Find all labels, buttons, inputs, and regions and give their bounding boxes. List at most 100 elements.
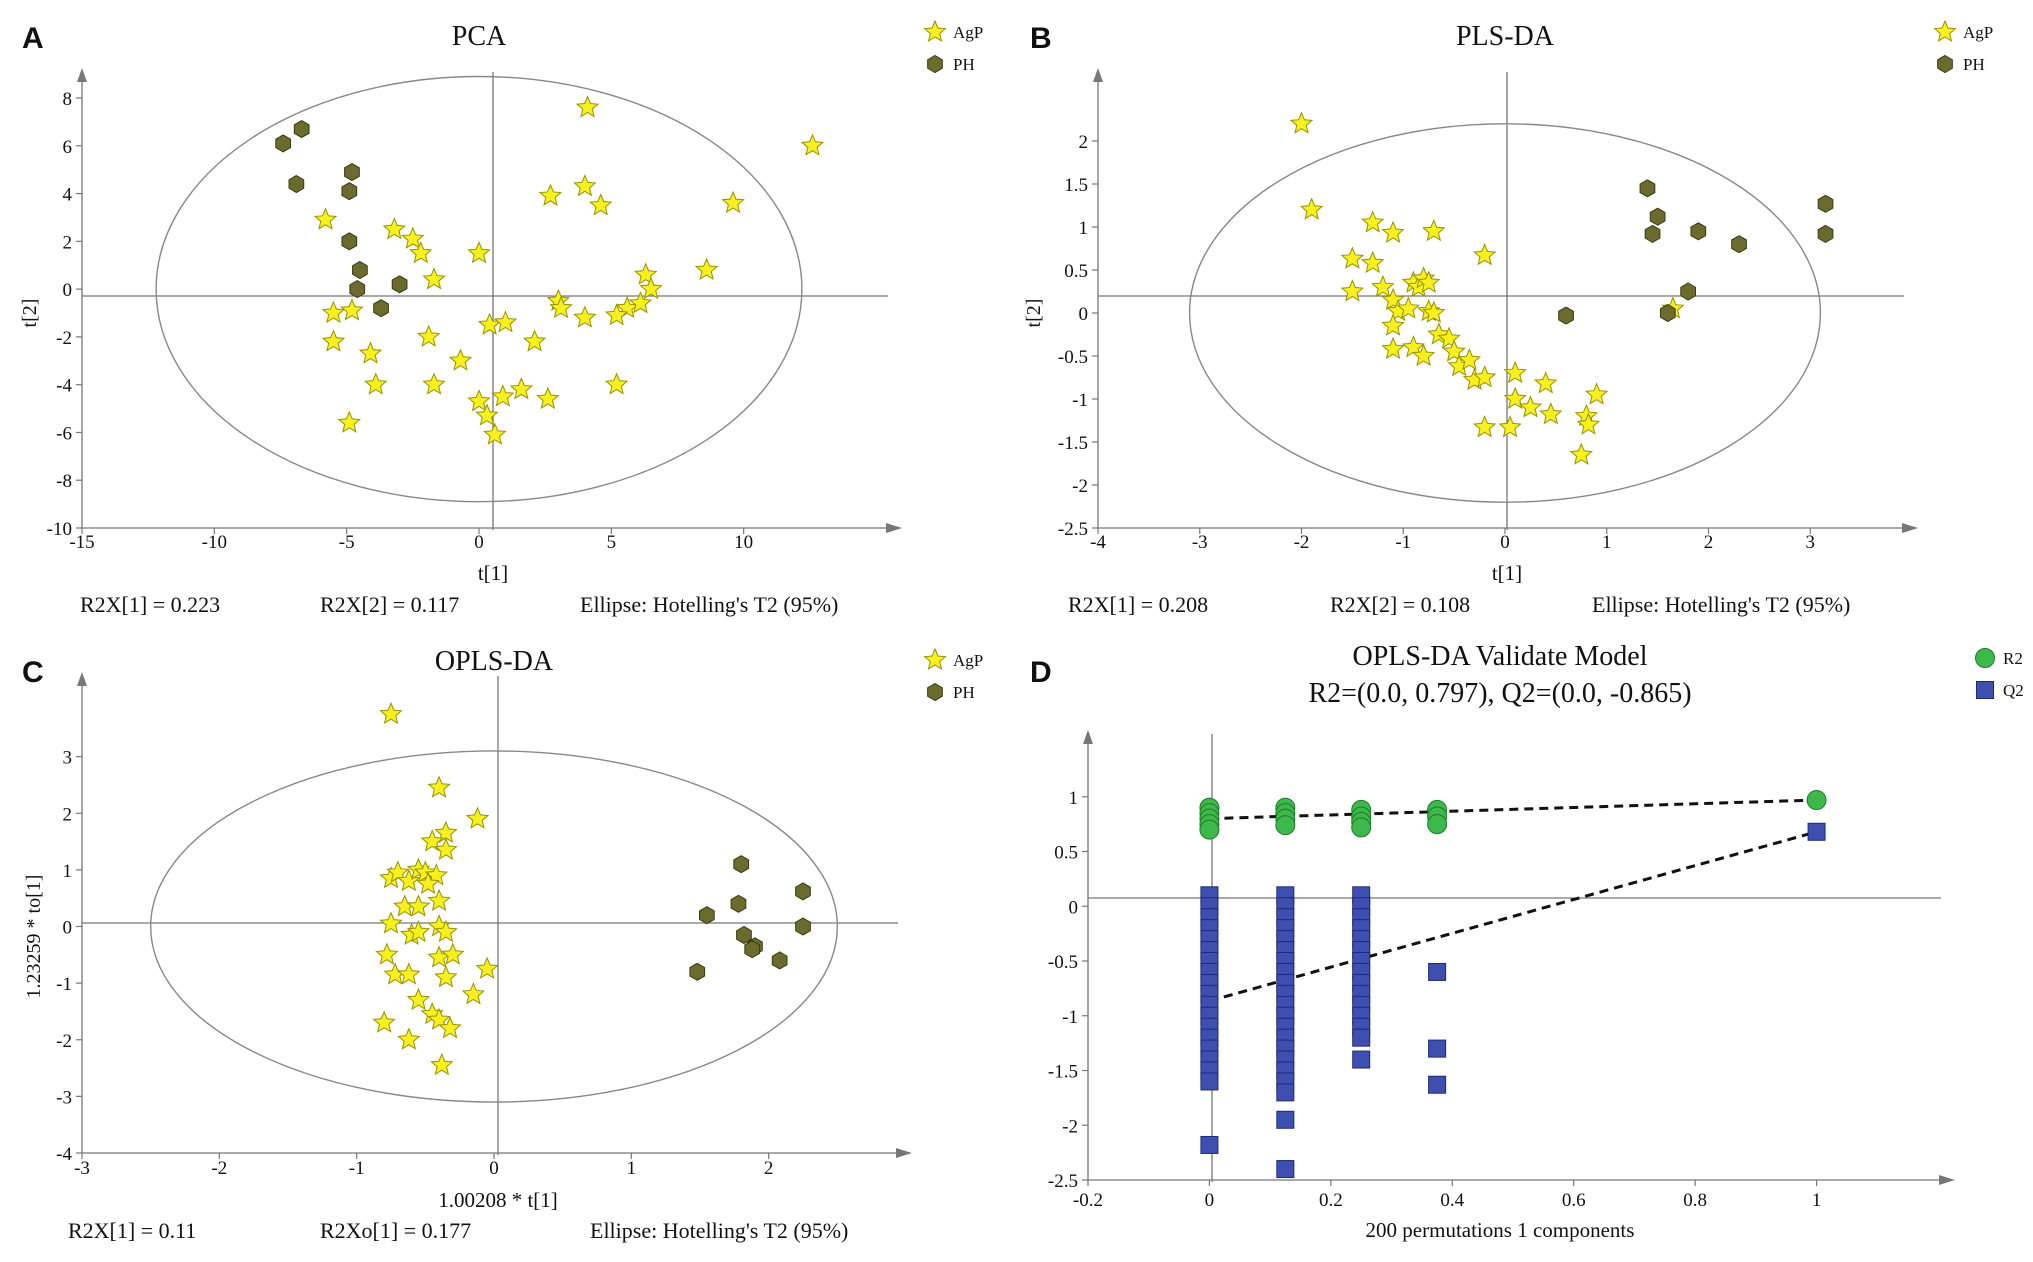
point-agp [628,291,653,314]
y-tick-label: -1.5 [1048,1062,1078,1083]
point-ph [341,232,358,251]
point-agp [358,341,383,364]
x-axis-arrow [886,523,902,533]
x-tick-label: 10 [734,532,753,553]
y-tick-label: -4 [56,1144,72,1165]
y-tick-label: 2 [63,804,73,825]
x-tick-label: -1 [1395,532,1411,553]
x-tick-label: -3 [1192,532,1208,553]
point-ph [1644,224,1661,243]
footer-text: R2X[1] = 0.11 [68,1218,196,1243]
point-agp [604,303,629,326]
point-ph [736,925,752,945]
y-axis-label: 1.23259 * to[1] [23,875,45,999]
legend-marker-agp [923,647,947,670]
x-tick-label: 1 [627,1158,637,1179]
footer-text: R2X[1] = 0.223 [80,592,220,617]
point-ph [391,275,408,294]
y-tick-label: 1 [1079,218,1089,239]
chart-title: PLS-DA [1456,21,1555,52]
y-tick-label: -2 [56,1031,72,1052]
y-tick-label: 1 [1069,788,1079,809]
point-ph [1680,282,1697,301]
point-agp [1518,395,1543,418]
point-agp [434,919,458,943]
point-agp [1503,386,1527,409]
point-agp [1289,111,1314,134]
x-tick-label: 0.2 [1319,1190,1343,1211]
point-agp [694,257,719,280]
point-agp [1299,197,1324,220]
point-agp [538,183,563,206]
point-ph [293,119,310,139]
x-tick-label: -2 [1294,532,1310,553]
x-tick-label: 0.8 [1683,1190,1707,1211]
y-tick-label: 3 [63,748,73,769]
y-tick-label: 0 [1079,304,1089,325]
y-tick-label: -10 [47,519,72,540]
point-agp [549,295,573,319]
legend-marker-agp [923,19,947,42]
point-agp [340,298,364,321]
x-tick-label: 0 [1500,532,1510,553]
point-agp [401,226,425,249]
point-agp [379,701,403,725]
point-agp [382,217,407,240]
y-tick-label: -4 [56,376,72,397]
point-agp [1534,371,1558,394]
point-ph [349,280,366,299]
point-agp [589,193,613,216]
legend-marker-agp [1933,19,1957,42]
x-tick-label: -0.2 [1073,1190,1103,1211]
point-agp [1503,360,1527,384]
x-tick-label: 0 [489,1158,499,1179]
point-agp [575,95,600,118]
point-agp [467,240,491,264]
point-agp [420,829,444,852]
x-tick-label: -3 [74,1158,90,1179]
y-tick-label: -1 [56,974,72,995]
point-agp [438,1016,462,1039]
point-ph [1731,235,1747,254]
y-tick-label: -1.5 [1058,433,1088,454]
y-tick-label: 6 [63,137,73,158]
point-agp [1411,343,1436,366]
point-agp [1371,274,1395,298]
point-q2 [1428,1039,1447,1058]
point-agp [1340,279,1365,302]
legend-label-ph: PH [953,683,975,702]
y-tick-label: -1 [1062,1007,1078,1028]
point-ph [341,182,358,201]
point-ph [1639,179,1656,198]
point-agp [1422,218,1446,242]
point-agp [1472,415,1497,438]
x-tick-label: -10 [202,532,227,553]
point-ph [1659,303,1676,323]
point-q2 [1428,1075,1447,1094]
footer-text: Ellipse: Hotelling's T2 (95%) [580,592,838,617]
point-ph [352,260,368,280]
y-tick-label: -0.5 [1058,347,1088,368]
point-agp [337,410,362,433]
y-tick-label: 1 [63,861,73,882]
y-tick-label: 4 [63,185,73,206]
point-agp [721,190,745,214]
y-tick-label: 0.5 [1064,261,1088,282]
point-agp [800,133,825,156]
point-agp [634,262,658,285]
x-axis-arrow [896,1148,912,1158]
point-agp [509,377,534,400]
y-tick-label: -2 [56,328,72,349]
x-tick-label: 0 [474,532,484,553]
footer-text: R2Xo[1] = 0.177 [320,1218,471,1243]
point-agp [313,207,338,230]
legend-label-r2: R2 [2003,649,2023,668]
x-tick-label: -2 [211,1158,227,1179]
point-agp [397,1027,421,1050]
regression-line-r2 [1209,798,1817,821]
y-axis-label: t[2] [19,299,41,328]
y-tick-label: 1.5 [1064,175,1088,196]
chart-subtitle: R2=(0.0, 0.797), Q2=(0.0, -0.865) [1308,678,1691,709]
y-tick-label: -2.5 [1048,1171,1078,1192]
footer-text: R2X[2] = 0.108 [1330,592,1470,617]
